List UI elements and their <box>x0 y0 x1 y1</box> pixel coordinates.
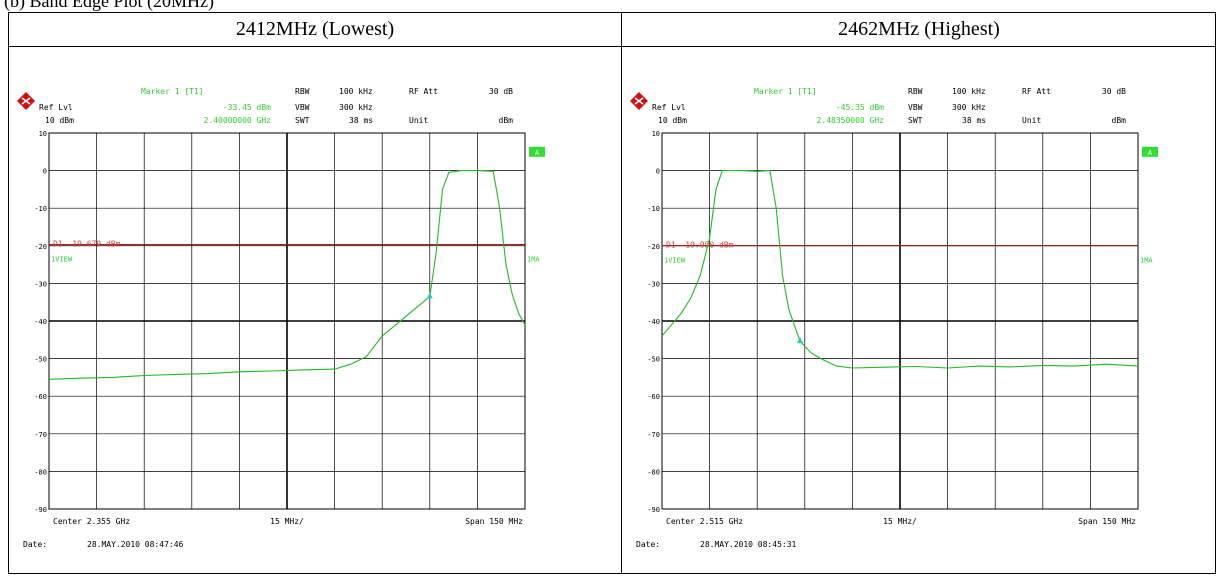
y-tick-label: 10 <box>652 130 660 138</box>
y-tick-label: -50 <box>34 356 47 364</box>
unit-value: dBm <box>1112 116 1127 125</box>
y-tick-label: -80 <box>34 468 47 476</box>
spectrum-trace <box>48 170 526 380</box>
spectrum-plot-highest: Ref Lvl 10 dBm Marker 1 [T1] -45.35 dBm 2.48… <box>630 87 1158 549</box>
marker-level: -45.35 dBm <box>836 103 884 112</box>
date-value: 28.MAY.2010 08:45:31 <box>700 540 797 549</box>
spectrum-panel-highest: Ref Lvl 10 dBm Marker 1 [T1] -45.35 dBm 2.48… <box>622 47 1216 573</box>
rbw-value: 100 kHz <box>952 87 986 96</box>
y-tick-label: -20 <box>34 243 47 251</box>
marker-label: Marker 1 [T1] <box>754 87 817 96</box>
rf-att-value: 30 dB <box>489 87 513 96</box>
marker-level: -33.45 dBm <box>223 103 271 112</box>
y-tick-label: -10 <box>647 205 660 213</box>
y-tick-label: -40 <box>647 318 660 326</box>
y-tick-label: -40 <box>34 318 47 326</box>
swt-label: SWT <box>908 116 923 125</box>
swt-label: SWT <box>295 116 310 125</box>
header-highest: 2462MHz (Highest) <box>838 18 1000 40</box>
ref-level-value: 10 dBm <box>658 116 687 125</box>
y-tick-label: -20 <box>647 243 660 251</box>
column-divider <box>621 13 622 573</box>
rbw-label: RBW <box>295 87 310 96</box>
vbw-value: 300 kHz <box>339 103 373 112</box>
division-label: 15 MHz/ <box>270 517 304 526</box>
center-frequency-label: Center 2.515 GHz <box>666 517 743 526</box>
span-label: Span 150 MHz <box>1078 517 1136 526</box>
center-frequency-label: Center 2.355 GHz <box>53 517 130 526</box>
span-label: Span 150 MHz <box>465 517 523 526</box>
y-tick-label: -10 <box>34 205 47 213</box>
marker-1-point <box>797 337 804 344</box>
y-tick-label: -70 <box>34 431 47 439</box>
rs-logo-icon <box>17 92 35 110</box>
header-lowest: 2412MHz (Lowest) <box>235 18 395 40</box>
display-line-label: D1 -19.950 dBm <box>666 241 734 250</box>
rf-att-label: RF Att <box>1022 87 1051 96</box>
rf-att-value: 30 dB <box>1102 87 1126 96</box>
a-badge-label: A <box>1148 149 1153 157</box>
y-tick-label: 0 <box>43 168 47 176</box>
division-label: 15 MHz/ <box>883 517 917 526</box>
spectrum-plot-lowest: Ref Lvl 10 dBm Marker 1 [T1] -33.45 dBm 2.40… <box>17 87 545 549</box>
date-value: 28.MAY.2010 08:47:46 <box>87 540 184 549</box>
marker-1-point <box>426 292 433 299</box>
swt-value: 38 ms <box>962 116 986 125</box>
trace-label: 1MA <box>527 256 540 264</box>
date-label: Date: <box>636 540 660 549</box>
view-label: 1VIEW <box>51 256 73 264</box>
ref-level-label: Ref Lvl <box>652 103 686 112</box>
y-tick-label: 10 <box>39 130 47 138</box>
rbw-value: 100 kHz <box>339 87 373 96</box>
results-table: 2412MHz (Lowest) 2462MHz (Highest) Ref L… <box>8 12 1216 574</box>
unit-value: dBm <box>499 116 514 125</box>
table-header-row <box>9 13 1215 47</box>
rbw-label: RBW <box>908 87 923 96</box>
spectrum-trace <box>661 170 1139 369</box>
y-tick-label: -80 <box>647 468 660 476</box>
spectrum-panel-lowest: Ref Lvl 10 dBm Marker 1 [T1] -33.45 dBm 2.40… <box>9 47 621 573</box>
view-label: 1VIEW <box>664 257 686 265</box>
y-tick-label: -30 <box>34 280 47 288</box>
swt-value: 38 ms <box>349 116 373 125</box>
vbw-label: VBW <box>908 103 923 112</box>
y-tick-label: -50 <box>647 356 660 364</box>
y-tick-label: -90 <box>647 506 660 514</box>
y-tick-label: -70 <box>647 431 660 439</box>
unit-label: Unit <box>1022 116 1041 125</box>
y-tick-label: -60 <box>34 393 47 401</box>
y-tick-label: -60 <box>647 393 660 401</box>
y-tick-label: 0 <box>656 168 660 176</box>
marker-frequency: 2.48350000 GHz <box>817 116 885 125</box>
trace-label: 1MA <box>1140 257 1153 265</box>
vbw-value: 300 kHz <box>952 103 986 112</box>
figure-caption: (b) Band Edge Plot (20MHz) <box>4 0 214 11</box>
a-badge-label: A <box>535 149 540 157</box>
a-badge <box>529 146 545 157</box>
y-tick-label: -90 <box>34 506 47 514</box>
marker-frequency: 2.40000000 GHz <box>204 116 272 125</box>
ref-level-value: 10 dBm <box>45 116 74 125</box>
marker-label: Marker 1 [T1] <box>141 87 204 96</box>
display-line-label: D1 -19.679 dBm <box>53 240 121 249</box>
a-badge <box>1142 146 1158 157</box>
unit-label: Unit <box>409 116 428 125</box>
date-label: Date: <box>23 540 47 549</box>
y-tick-label: -30 <box>647 280 660 288</box>
rf-att-label: RF Att <box>409 87 438 96</box>
rs-logo-icon <box>630 92 648 110</box>
vbw-label: VBW <box>295 103 310 112</box>
ref-level-label: Ref Lvl <box>39 103 73 112</box>
